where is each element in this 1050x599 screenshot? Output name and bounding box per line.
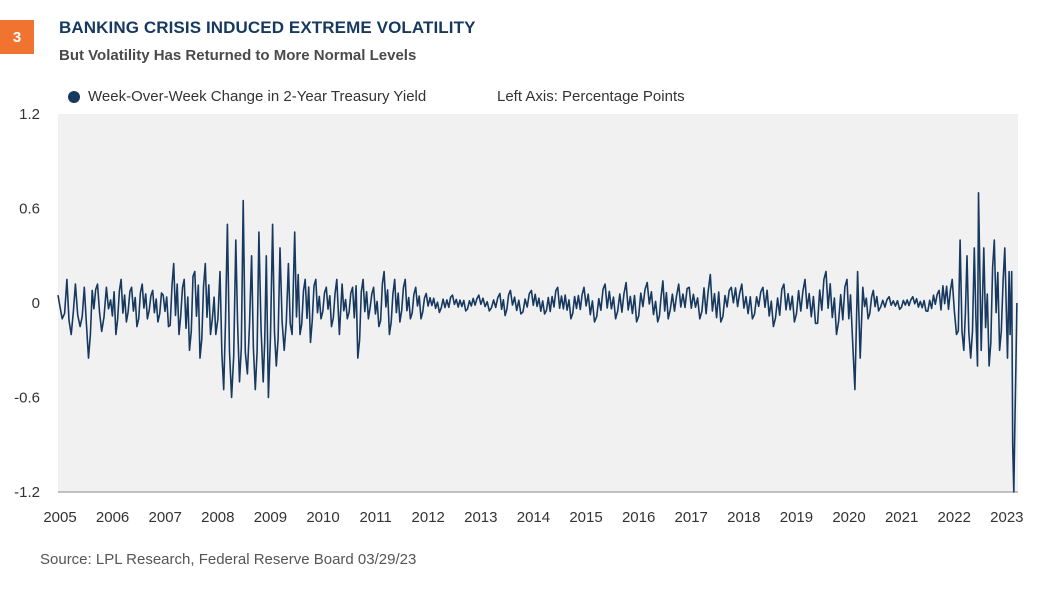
x-tick-label: 2010 — [306, 509, 339, 526]
x-tick-label: 2020 — [832, 509, 865, 526]
legend-label: Week-Over-Week Change in 2-Year Treasury… — [88, 88, 427, 105]
source-note: Source: LPL Research, Federal Reserve Bo… — [40, 551, 417, 568]
x-tick-label: 2012 — [412, 509, 445, 526]
y-tick-label: 0 — [32, 295, 40, 312]
x-tick-label: 2005 — [43, 509, 76, 526]
series-line — [57, 192, 1018, 493]
y-tick-label: -0.6 — [14, 390, 40, 407]
x-tick-label: 2021 — [885, 509, 918, 526]
x-tick-label: 2011 — [359, 509, 391, 526]
x-tick-label: 2016 — [622, 509, 655, 526]
x-tick-label: 2023 — [990, 509, 1023, 526]
x-tick-label: 2008 — [201, 509, 234, 526]
figure-number-badge: 3 — [0, 20, 34, 54]
x-tick-label: 2022 — [938, 509, 971, 526]
x-tick-label: 2018 — [727, 509, 760, 526]
chart-title: BANKING CRISIS INDUCED EXTREME VOLATILIT… — [59, 18, 476, 37]
x-tick-label: 2019 — [780, 509, 813, 526]
x-tick-label: 2006 — [96, 509, 129, 526]
x-tick-label: 2007 — [149, 509, 182, 526]
x-tick-label: 2017 — [675, 509, 708, 526]
y-tick-label: 0.6 — [19, 201, 40, 218]
x-tick-label: 2015 — [569, 509, 602, 526]
x-tick-label: 2013 — [464, 509, 497, 526]
chart-subtitle: But Volatility Has Returned to More Norm… — [59, 47, 417, 64]
legend: Week-Over-Week Change in 2-Year Treasury… — [68, 88, 426, 105]
y-axis-ticks: 1.2 0.6 0 -0.6 -1.2 — [14, 106, 40, 501]
legend-marker-icon — [68, 90, 80, 103]
y-axis-label: Left Axis: Percentage Points — [497, 88, 685, 105]
x-axis-ticks: 2005 2006 2007 2008 2009 2010 2011 2012 2013 2014… — [43, 509, 1023, 526]
x-tick-label: 2014 — [517, 509, 550, 526]
y-tick-label: 1.2 — [19, 106, 40, 123]
x-tick-label: 2009 — [254, 509, 287, 526]
y-tick-label: -1.2 — [14, 484, 40, 501]
